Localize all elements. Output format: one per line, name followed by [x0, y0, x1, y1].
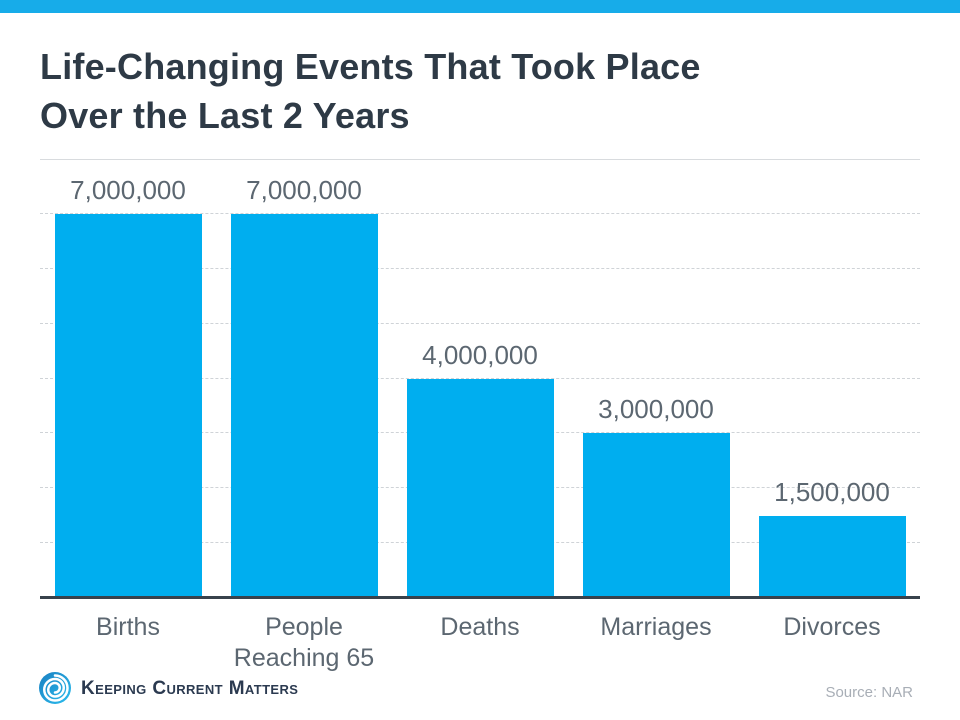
value-label: 4,000,000 [422, 339, 538, 370]
bar-chart-plot-area: 7,000,000 7,000,000 4,000,000 3,000,000 1,50… [40, 159, 920, 599]
kcm-swirl-icon [39, 672, 71, 704]
brand-logo: Keeping Current Matters [38, 671, 298, 705]
page-title-line2: Over the Last 2 Years [40, 95, 410, 136]
category-label: Deaths [440, 613, 520, 641]
gridline [40, 377, 920, 379]
value-label: 1,500,000 [774, 476, 890, 507]
category-label: Divorces [783, 613, 881, 641]
gridline [40, 212, 920, 214]
bar-people-reaching-65 [230, 213, 378, 598]
page-title: Life-Changing Events That Took Place Ove… [40, 42, 920, 140]
gridline [40, 322, 920, 324]
brand-logo-text: Keeping Current Matters [81, 678, 299, 699]
value-label: 3,000,000 [598, 394, 714, 425]
value-label: 7,000,000 [70, 174, 186, 205]
bar-marriages [582, 433, 730, 598]
gridline [40, 267, 920, 269]
category-axis-labels: Births People Reaching 65 Deaths Marriages Di… [40, 612, 920, 674]
accent-top-bar [0, 0, 960, 13]
category-label: Marriages [600, 613, 712, 641]
page-title-line1: Life-Changing Events That Took Place [40, 46, 701, 87]
value-label: 7,000,000 [246, 174, 362, 205]
category-label: People Reaching 65 [233, 613, 375, 672]
bar-divorces [758, 515, 906, 598]
category-label: Births [96, 613, 160, 641]
source-attribution: Source: NAR [825, 684, 913, 701]
x-axis-line [40, 596, 920, 599]
bar-deaths [406, 378, 554, 598]
bar-births [54, 213, 202, 598]
